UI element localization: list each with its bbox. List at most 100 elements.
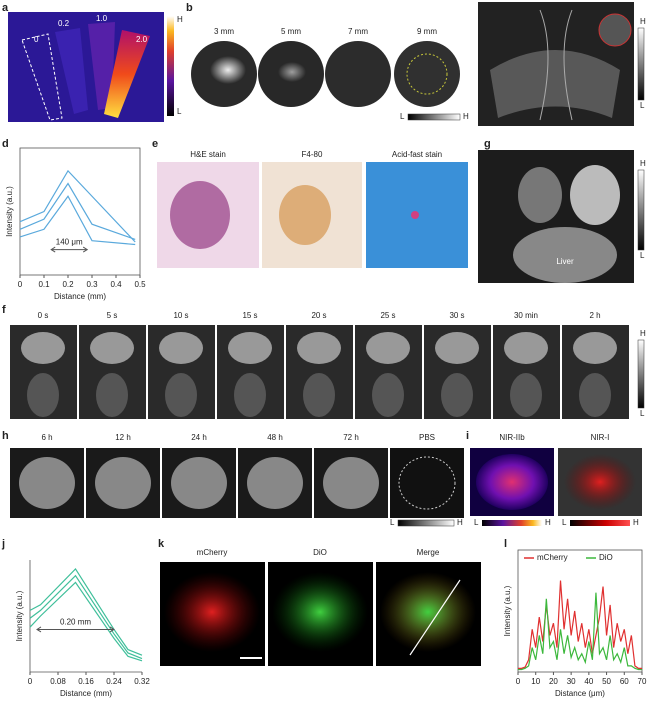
- time-label: 24 h: [191, 433, 207, 442]
- line: [29, 567, 143, 656]
- panel-label: e: [152, 138, 158, 150]
- colorbar-label: L: [474, 518, 479, 527]
- panel-label: h: [2, 430, 9, 442]
- plot-frame: [517, 549, 643, 673]
- x-tick-label: 0.24: [106, 677, 122, 686]
- x-tick-label: 50: [602, 677, 611, 686]
- colorbar-label: L: [640, 251, 645, 260]
- channel-label: NIR-I: [591, 433, 610, 442]
- stain-label: F4-80: [302, 150, 323, 159]
- channel-label: DiO: [313, 548, 327, 557]
- colorbar-label: H: [463, 112, 469, 121]
- annotation: 140 μm: [56, 238, 83, 247]
- colorbar: [482, 520, 542, 526]
- channel-label: NIR-IIb: [499, 433, 525, 442]
- organ: [323, 457, 379, 509]
- organ: [476, 454, 548, 510]
- x-tick-label: 70: [638, 677, 647, 686]
- body: [303, 373, 335, 417]
- colorbar-label: L: [400, 112, 405, 121]
- x-tick-label: 0.2: [62, 280, 74, 289]
- stain-label: H&E stain: [190, 150, 226, 159]
- signal: [164, 572, 260, 652]
- colorbar: [637, 27, 645, 101]
- tube: [88, 22, 115, 110]
- panel-label: l: [504, 538, 507, 550]
- time-label: 12 h: [115, 433, 131, 442]
- x-axis-label: Distance (mm): [60, 689, 112, 698]
- x-tick-label: 10: [531, 677, 540, 686]
- plot-frame: [19, 147, 141, 276]
- panel-label: f: [2, 304, 6, 316]
- time-label: 2 h: [589, 311, 600, 320]
- y-axis-label: Intensity (a.u.): [5, 186, 14, 237]
- tube-label: 1.0: [96, 14, 108, 23]
- organ: [513, 227, 617, 283]
- legend-label: DiO: [599, 553, 613, 562]
- organ: [518, 167, 562, 223]
- y-axis-label: Intensity (a.u.): [503, 585, 512, 636]
- line: [19, 169, 136, 243]
- x-tick-label: 0.3: [86, 280, 98, 289]
- organ: [398, 456, 456, 510]
- colorbar-label: L: [562, 518, 567, 527]
- tissue: [170, 181, 230, 249]
- line: [518, 592, 642, 671]
- head: [573, 332, 617, 364]
- colorbar: [637, 339, 645, 409]
- tube-label: 2.0: [136, 35, 148, 44]
- tube: [104, 30, 150, 118]
- x-tick-label: 0.5: [134, 280, 146, 289]
- tissue: [411, 211, 419, 219]
- image: [394, 41, 460, 107]
- x-tick-label: 0: [28, 677, 33, 686]
- line: [19, 195, 136, 246]
- line: [19, 182, 136, 241]
- x-tick-label: 40: [584, 677, 593, 686]
- tube-label: 0.2: [58, 19, 70, 28]
- colorbar-label: H: [633, 518, 639, 527]
- time-label: 5 s: [107, 311, 118, 320]
- head: [90, 332, 134, 364]
- colorbar: [397, 519, 455, 527]
- head: [228, 332, 272, 364]
- spot: [210, 56, 246, 84]
- x-tick-label: 0: [516, 677, 521, 686]
- signal: [272, 572, 368, 652]
- depth-label: 3 mm: [214, 27, 234, 36]
- time-label: 20 s: [311, 311, 326, 320]
- time-label: 15 s: [242, 311, 257, 320]
- body: [234, 373, 266, 417]
- axes: [29, 560, 142, 673]
- head: [159, 332, 203, 364]
- colorbar-label: H: [640, 329, 646, 338]
- time-label: 30 min: [514, 311, 538, 320]
- colorbar-label: L: [640, 101, 645, 110]
- image-group: [191, 41, 460, 107]
- colorbar: [407, 113, 461, 121]
- organ: [95, 457, 151, 509]
- line: [29, 581, 143, 662]
- arrow: [409, 579, 461, 656]
- time-label: 6 h: [41, 433, 52, 442]
- head: [297, 332, 341, 364]
- organ: [19, 457, 75, 509]
- colorbar-label: L: [640, 409, 645, 418]
- x-tick-label: 60: [620, 677, 629, 686]
- organ: [570, 165, 620, 225]
- vessel: [539, 9, 573, 121]
- panel-label: g: [484, 138, 491, 150]
- tube: [55, 28, 88, 114]
- panel-label: i: [466, 430, 469, 442]
- head: [366, 332, 410, 364]
- colorbar-label: H: [457, 518, 463, 527]
- mouse: [490, 50, 620, 118]
- arrow-head: [50, 246, 89, 253]
- depth-label: 9 mm: [417, 27, 437, 36]
- x-tick-label: 0.32: [134, 677, 150, 686]
- head: [504, 332, 548, 364]
- outline: [21, 33, 63, 121]
- body: [372, 373, 404, 417]
- x-tick-label: 0.4: [110, 280, 122, 289]
